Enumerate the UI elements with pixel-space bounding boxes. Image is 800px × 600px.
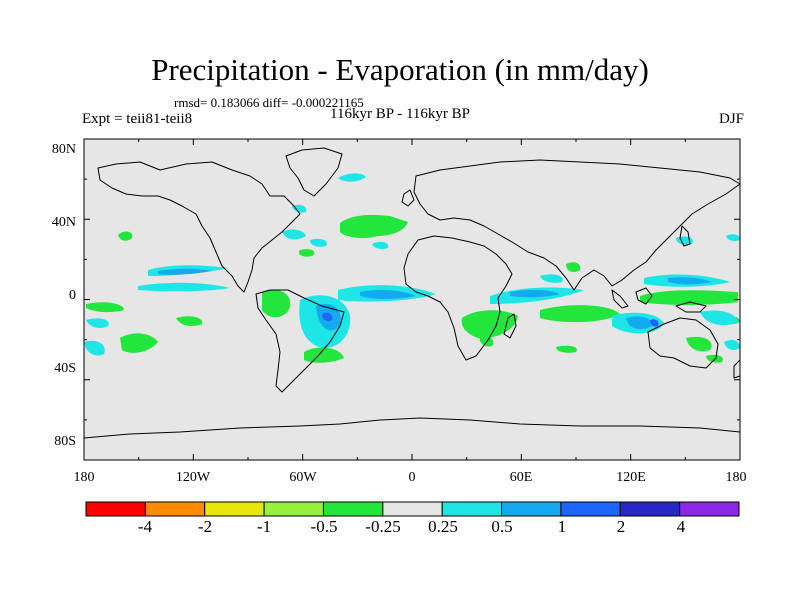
anomaly-region-atlantic-blue <box>360 289 416 299</box>
colorbar-label: -2 <box>197 517 213 536</box>
axis-ticks <box>83 138 741 461</box>
anomaly-region-south-pacific-green <box>176 316 203 326</box>
anomaly-region-pacific-blue-a <box>158 268 212 275</box>
anomaly-region-wanchoring-green <box>479 335 494 347</box>
colorbar-swatch <box>322 501 384 517</box>
anomaly-region-maritime-green <box>640 290 738 305</box>
anomaly-region-arctic-cyan <box>338 173 366 182</box>
lon-tick-label: 180 <box>73 470 95 485</box>
colorbar-label: 2 <box>616 517 626 536</box>
anomaly-region-indian-blue <box>510 289 560 298</box>
coastline-africa <box>403 235 513 361</box>
coastline-south-america <box>255 289 345 393</box>
anomaly-region-far-east-pacific-cyan <box>726 234 740 241</box>
rmsd-diff-stats: rmsd= 0.183066 diff= -0.000221165 <box>174 95 364 110</box>
lon-tick-label: 60W <box>289 470 317 485</box>
coastline-new-guinea <box>675 301 707 313</box>
anomaly-region-west-pacific-blue <box>668 277 712 285</box>
anomaly-region-tasman-green <box>706 354 723 363</box>
anomaly-region-south-china-sea-green <box>566 262 581 272</box>
colorbar-label: 0.25 <box>428 517 458 536</box>
coastline-australia <box>647 317 719 369</box>
anomaly-region-east-pacific-green-a <box>86 302 124 313</box>
anomaly-region-north-atlantic-cyan <box>372 241 389 249</box>
negative-anomaly-regions <box>86 214 740 363</box>
anomaly-region-east-australia-cyan <box>724 340 740 350</box>
period-label: 116kyr BP - 116kyr BP <box>330 106 471 122</box>
coastline-eurasia <box>413 159 741 291</box>
lat-tick-label: 0 <box>69 288 76 303</box>
lon-tick-label: 120E <box>616 470 646 485</box>
colorbar-label: 0.5 <box>491 517 513 536</box>
lon-tick-label: 180 <box>725 470 747 485</box>
colorbar-label: -4 <box>137 517 153 536</box>
colorbar-label: -0.25 <box>365 517 401 536</box>
colorbar <box>85 501 740 517</box>
colorbar-swatch <box>263 501 324 517</box>
colorbar-label: -0.5 <box>310 517 338 536</box>
anomaly-region-indonesia-dark-blue <box>650 319 659 327</box>
anomaly-region-south-america-green <box>262 289 291 318</box>
anomaly-region-east-pacific-green-b <box>120 333 158 353</box>
anomaly-region-indian-ocean-green <box>540 305 620 323</box>
lat-tick-label: 80S <box>54 434 76 449</box>
map-background <box>84 139 740 460</box>
anomaly-region-labrador-cyan <box>292 204 307 213</box>
colorbar-swatch <box>619 501 681 517</box>
anomaly-region-maritime-blue <box>626 316 653 330</box>
anomaly-region-east-pacific-cyan <box>86 318 109 328</box>
anomaly-region-west-atlantic-green <box>298 249 315 257</box>
colorbar-label: -1 <box>256 517 272 536</box>
coastline-borneo <box>635 287 653 305</box>
plot-area <box>83 138 741 461</box>
coastline-greenland <box>285 147 343 197</box>
anomaly-region-atlantic-cyan <box>282 229 306 240</box>
coastlines <box>83 147 741 439</box>
colorbar-swatch <box>144 501 206 517</box>
colorbar-swatch <box>560 501 621 517</box>
anomaly-region-southwest-pacific-cyan <box>700 310 738 326</box>
positive-anomaly-regions <box>84 173 740 356</box>
colorbar-swatch <box>679 501 740 517</box>
anomaly-region-pacific-cyan <box>138 282 230 292</box>
anomaly-region-arabian-cyan <box>540 274 563 283</box>
anomaly-region-north-atlantic-green <box>340 214 408 239</box>
experiment-label: Expt = teii81-teii8 <box>82 111 193 127</box>
anomaly-region-australia-green <box>686 336 712 352</box>
lat-tick-label: 40S <box>54 361 76 376</box>
colorbar-swatch <box>501 501 562 517</box>
colorbar-swatch <box>85 501 146 517</box>
anomaly-region-south-atlantic-green <box>304 347 344 363</box>
colorbar-label: 1 <box>557 517 567 536</box>
colorbar-swatch <box>382 501 443 517</box>
coastline-sumatra <box>611 289 629 309</box>
lat-tick-label: 40N <box>51 215 76 230</box>
anomaly-region-atlantic-cyan-b <box>310 238 327 247</box>
colorbar-swatch <box>204 501 265 517</box>
coastline-uk <box>401 189 415 207</box>
map-title: Precipitation - Evaporation (in mm/day) <box>151 52 649 87</box>
coastline-madagascar <box>503 313 517 339</box>
season-label: DJF <box>718 111 744 127</box>
lon-tick-label: 60E <box>509 470 533 485</box>
anomaly-region-brazil-dark-blue <box>322 312 333 322</box>
lon-tick-label: 120W <box>175 470 211 485</box>
coastline-japan <box>679 225 691 247</box>
lon-tick-label: 0 <box>408 470 416 485</box>
anomaly-region-southern-africa-green <box>461 310 518 339</box>
colorbar-swatch <box>441 501 503 517</box>
anomaly-region-south-indian-green <box>556 345 577 353</box>
lat-tick-label: 80N <box>51 142 76 157</box>
anomaly-region-central-pacific-green <box>118 231 133 241</box>
coastline-north-america <box>97 161 301 293</box>
anomaly-region-southeast-pacific-cyan <box>84 340 105 356</box>
coastline-antarctica <box>83 417 741 439</box>
colorbar-label: 4 <box>676 517 686 536</box>
